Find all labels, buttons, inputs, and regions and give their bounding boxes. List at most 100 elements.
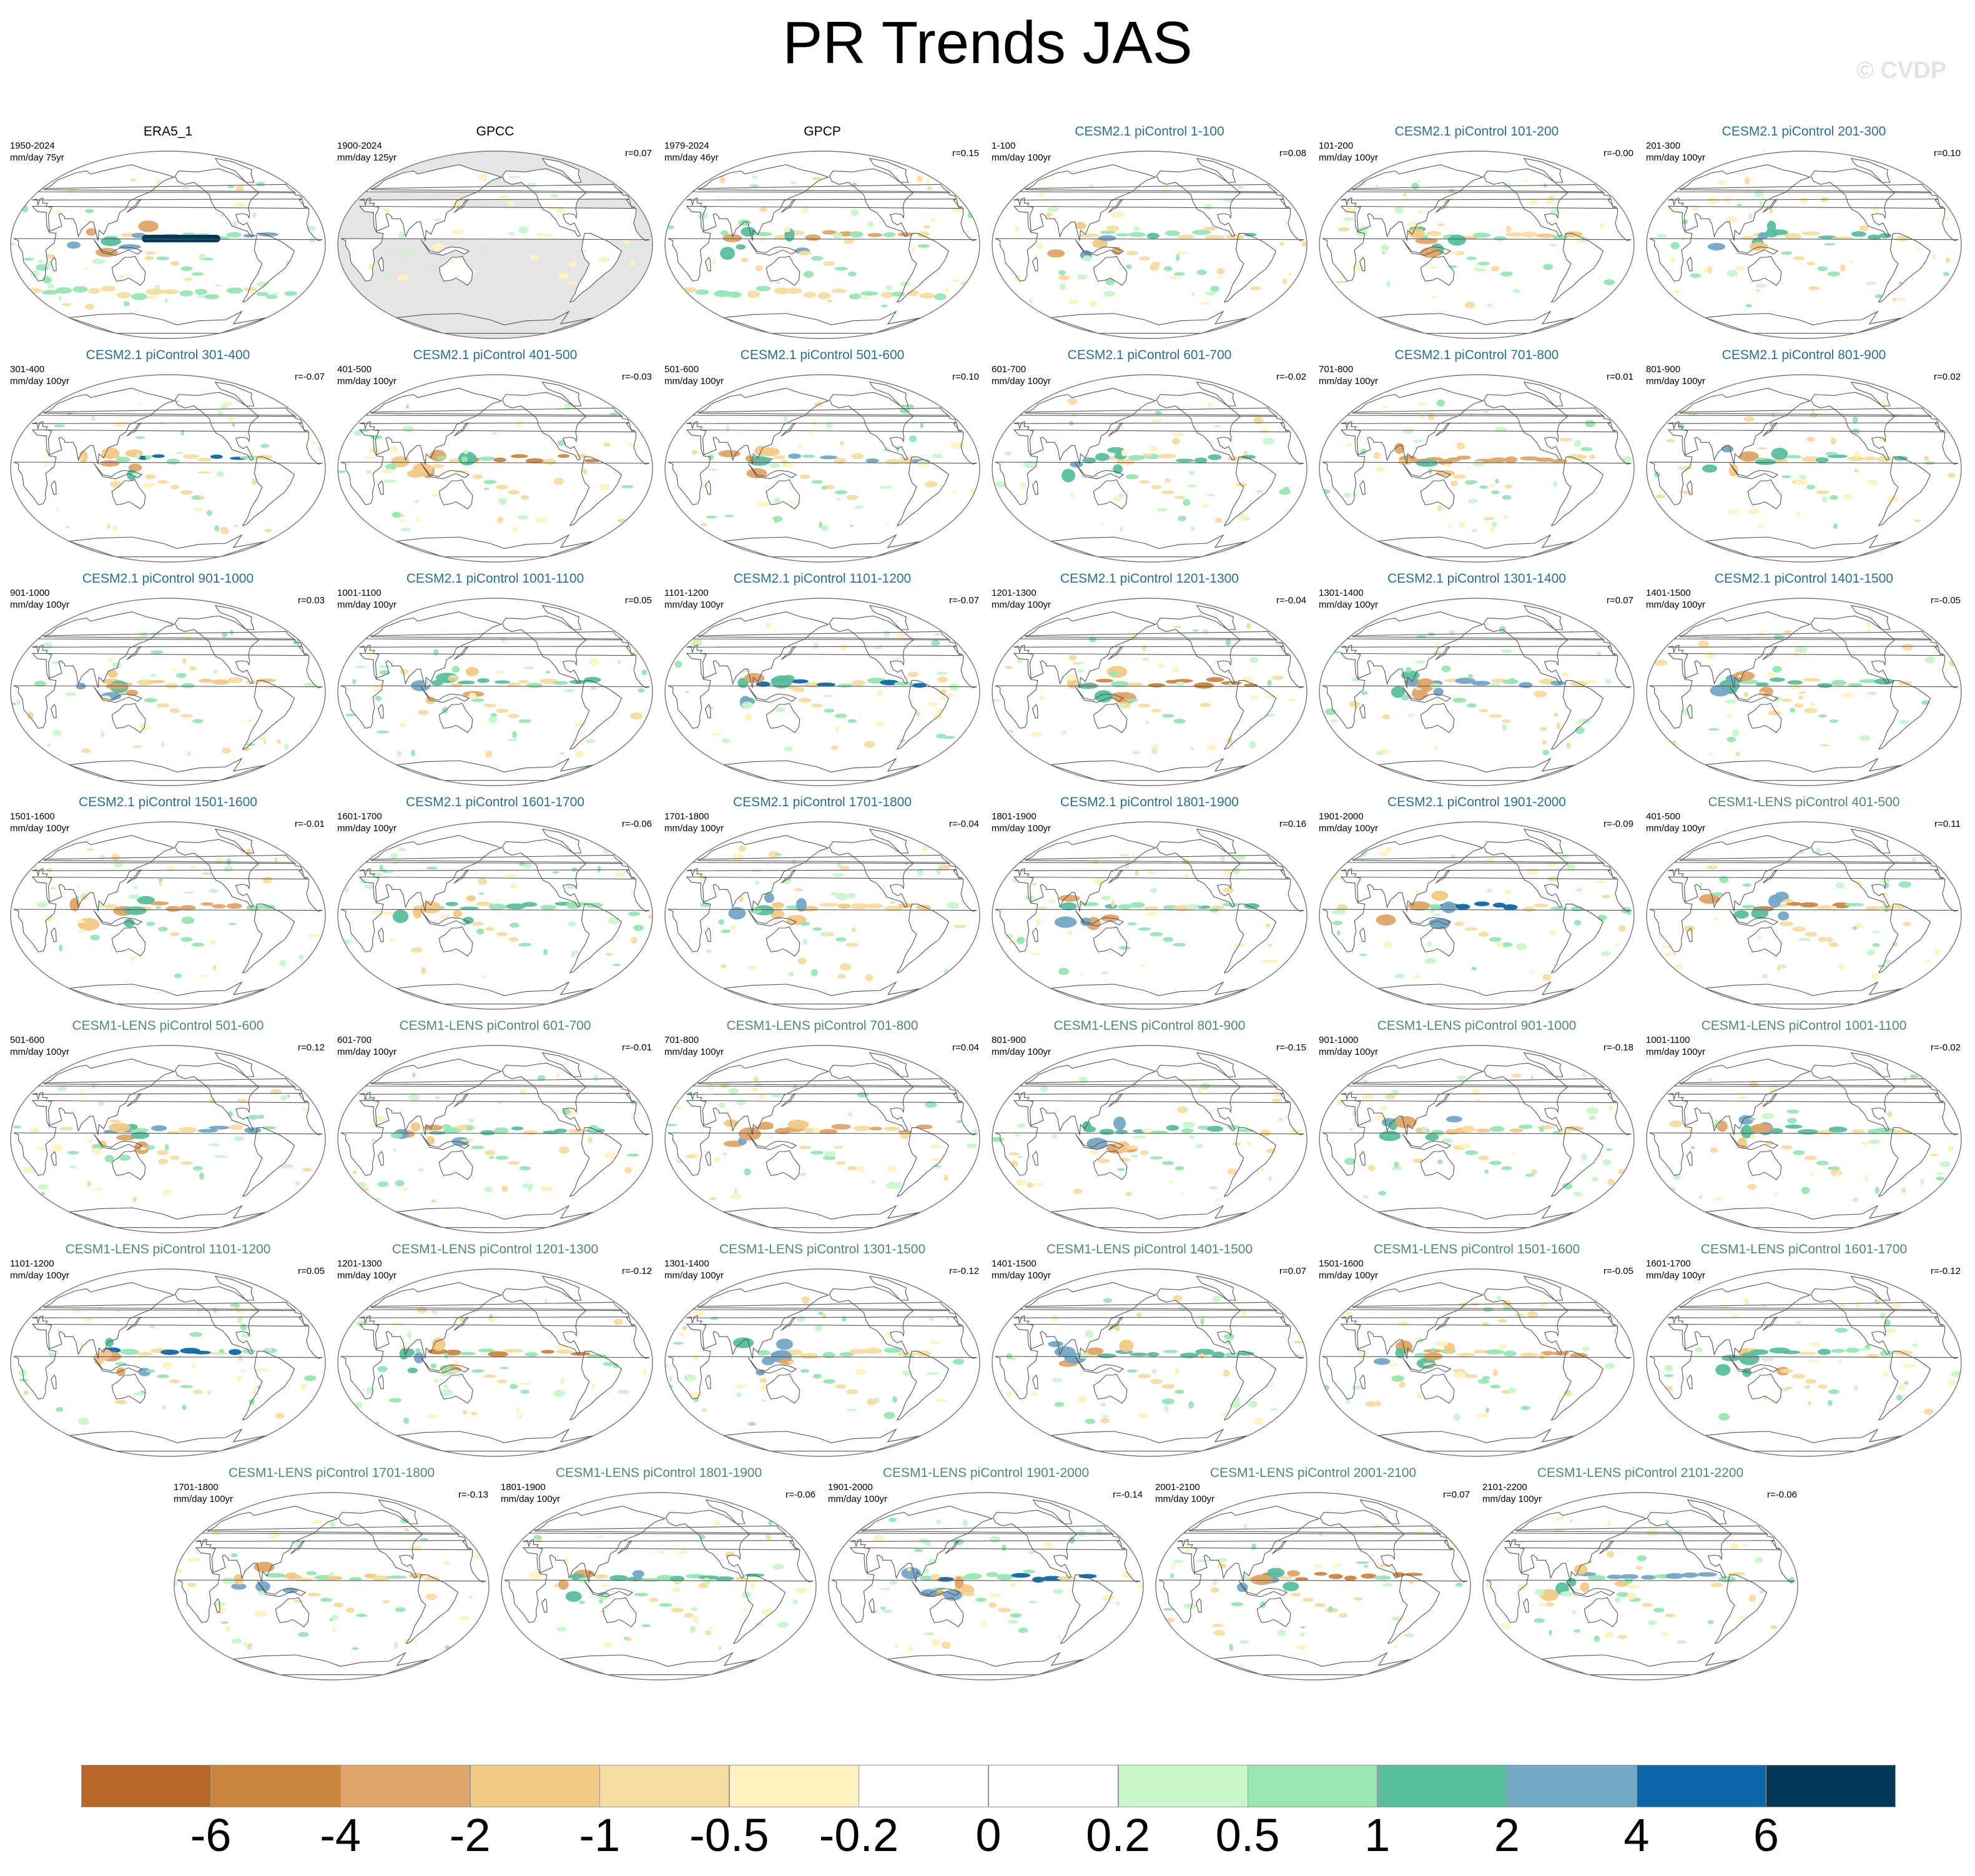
trend-patch bbox=[706, 515, 717, 519]
trend-patch bbox=[1217, 1563, 1227, 1569]
trend-patch bbox=[116, 457, 131, 463]
trend-patch bbox=[543, 949, 548, 955]
coastline-britain bbox=[1510, 1525, 1769, 1535]
panel-title: CESM2.1 piControl 1101-1200 bbox=[733, 571, 912, 586]
trend-patch bbox=[1204, 235, 1226, 240]
trend-patch bbox=[496, 932, 508, 937]
trend-patch bbox=[445, 1350, 462, 1356]
trend-patch bbox=[788, 453, 801, 459]
trend-patch bbox=[228, 416, 234, 422]
trend-patch bbox=[433, 218, 441, 222]
map-border bbox=[664, 374, 980, 563]
coastline-eurasia bbox=[1341, 164, 1617, 241]
trend-patch bbox=[966, 1143, 977, 1148]
trend-patch bbox=[194, 289, 207, 295]
trend-patch bbox=[847, 719, 857, 723]
coastline-north-america bbox=[992, 1509, 1078, 1579]
panel-years: 1101-1200 bbox=[664, 588, 709, 598]
trend-patch bbox=[1075, 222, 1086, 230]
cvdp-watermark: © CVDP bbox=[1856, 57, 1946, 84]
coastline-greenland bbox=[1523, 605, 1564, 630]
trend-patch bbox=[1437, 505, 1442, 511]
precipitation-trend-map bbox=[337, 598, 653, 786]
trend-patch bbox=[953, 490, 958, 494]
trend-patch bbox=[812, 1127, 819, 1133]
panel-title: CESM1-LENS piControl 501-600 bbox=[72, 1019, 264, 1033]
trend-patch bbox=[150, 1125, 167, 1132]
coastline-madagascar bbox=[1032, 927, 1038, 942]
trend-patch bbox=[1391, 1375, 1404, 1382]
coastline-indonesia bbox=[747, 910, 797, 927]
trend-patch bbox=[135, 453, 140, 460]
map-background bbox=[665, 1269, 980, 1456]
trend-patch bbox=[1450, 854, 1455, 859]
trend-patch bbox=[330, 1614, 338, 1620]
coastline-greenland bbox=[1196, 605, 1236, 630]
trend-patch bbox=[1490, 682, 1501, 686]
trend-patch bbox=[51, 1143, 64, 1152]
trend-patch bbox=[392, 511, 401, 518]
trend-patch bbox=[1459, 521, 1465, 529]
trend-patch bbox=[852, 182, 857, 186]
trend-patch bbox=[850, 903, 869, 909]
trend-patch bbox=[1669, 1120, 1683, 1127]
trend-patch bbox=[802, 454, 815, 458]
trend-patch bbox=[274, 857, 278, 863]
trend-patch bbox=[424, 1576, 440, 1581]
trend-patch bbox=[1221, 681, 1242, 685]
trend-patch bbox=[1612, 1331, 1618, 1335]
trend-patch bbox=[1761, 1305, 1766, 1308]
coastline-north-america bbox=[829, 168, 914, 237]
trend-patch bbox=[846, 1389, 859, 1395]
trend-patch bbox=[1455, 904, 1470, 910]
trend-patch bbox=[574, 722, 586, 728]
trend-patch bbox=[752, 175, 758, 179]
trend-patch bbox=[1177, 1106, 1188, 1113]
panel-pattern-correlation: r=-0.07 bbox=[949, 595, 979, 606]
trend-patch bbox=[530, 254, 538, 262]
trend-patch bbox=[640, 1578, 661, 1582]
trend-patch bbox=[1377, 1190, 1387, 1196]
panel-pattern-correlation: r=-0.12 bbox=[622, 1266, 652, 1276]
trend-patch bbox=[1830, 495, 1838, 500]
trend-patch bbox=[513, 526, 518, 533]
trend-patch bbox=[1805, 1379, 1816, 1384]
coastline-greenland bbox=[1523, 381, 1564, 407]
trend-patch bbox=[745, 455, 755, 462]
trend-patch bbox=[495, 670, 505, 674]
panel-years: 1001-1100 bbox=[1646, 1035, 1690, 1045]
trend-patch bbox=[441, 1124, 451, 1128]
trend-patch bbox=[1750, 1133, 1756, 1140]
trend-patch bbox=[1867, 621, 1871, 629]
trend-patch bbox=[37, 1184, 49, 1190]
trend-patch bbox=[1211, 1351, 1225, 1358]
trend-shading bbox=[174, 1499, 486, 1676]
trend-patch bbox=[199, 1172, 204, 1180]
trend-patch bbox=[145, 921, 155, 926]
trend-patch bbox=[1655, 494, 1665, 498]
panel-units: mm/day 100yr bbox=[337, 376, 397, 387]
trend-patch bbox=[1282, 279, 1288, 285]
trend-patch bbox=[436, 455, 446, 460]
panel-title: CESM1-LENS piControl 1401-1500 bbox=[1046, 1242, 1253, 1256]
trend-patch bbox=[142, 235, 220, 242]
trend-patch bbox=[1116, 1601, 1120, 1606]
precipitation-trend-map bbox=[174, 1492, 490, 1681]
map-panel: CESM2.1 piControl 401-500 401-500 mm/day 1… bbox=[336, 347, 654, 566]
map-panel: CESM1-LENS piControl 1501-1600 1501-1600 m… bbox=[1317, 1242, 1636, 1460]
trend-patch bbox=[51, 661, 64, 664]
trend-patch bbox=[1736, 204, 1742, 207]
trend-patch bbox=[1755, 1557, 1763, 1564]
trend-patch bbox=[1248, 1400, 1258, 1408]
trend-patch bbox=[799, 1172, 807, 1176]
trend-patch bbox=[47, 284, 54, 289]
coastline-japan bbox=[1271, 1540, 1287, 1554]
trend-patch bbox=[1148, 869, 1154, 875]
trend-patch bbox=[1467, 467, 1472, 470]
map-background bbox=[1647, 822, 1961, 1009]
coastline-greenland bbox=[541, 157, 582, 183]
trend-patch bbox=[1030, 1392, 1039, 1396]
trend-patch bbox=[1301, 240, 1307, 247]
coastline-japan bbox=[453, 422, 469, 437]
trend-patch bbox=[720, 247, 736, 260]
